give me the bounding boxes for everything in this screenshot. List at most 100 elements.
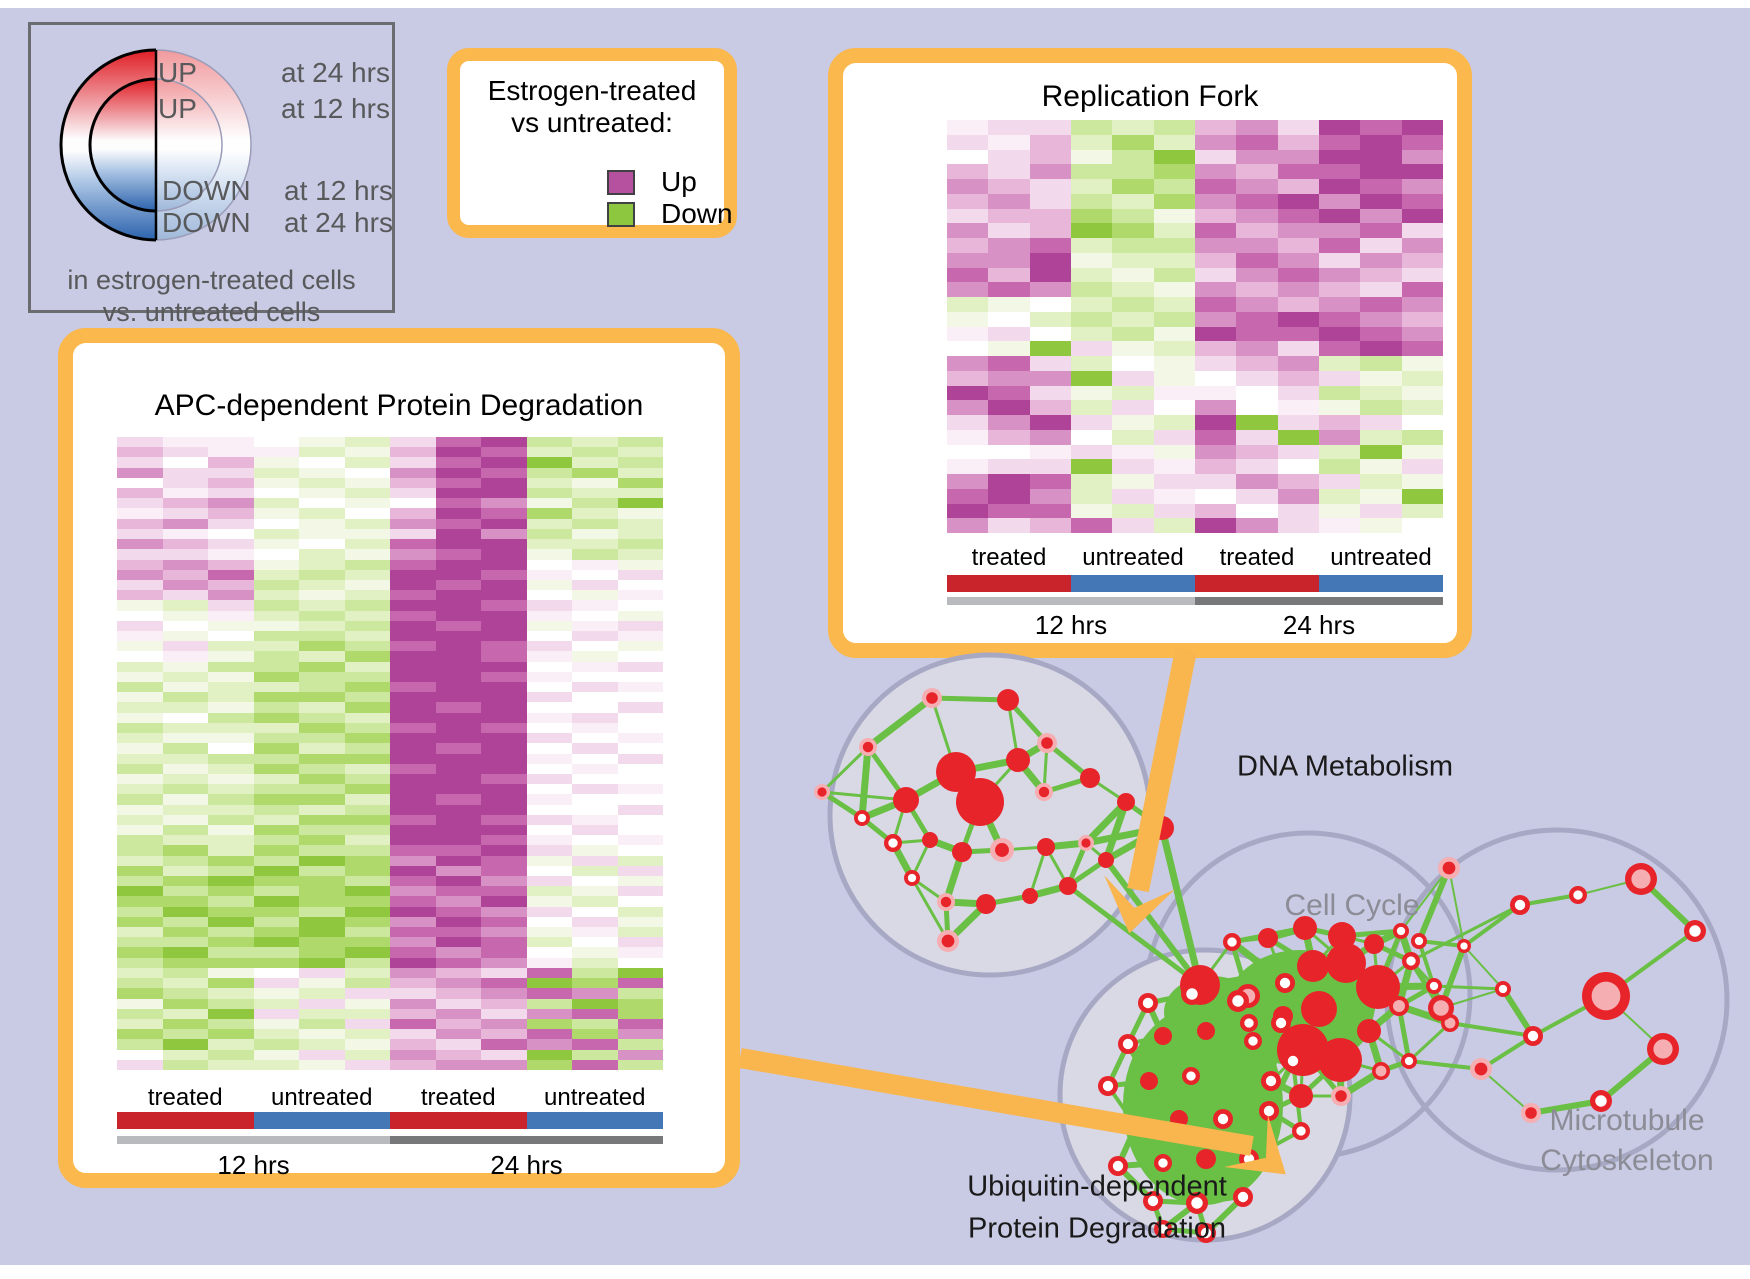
heatmap-cell	[617, 722, 663, 734]
heatmap-cell	[481, 549, 527, 560]
heatmap-cell	[988, 149, 1030, 165]
heatmap-cell	[526, 549, 572, 560]
heatmap-cell	[435, 947, 481, 958]
heatmap-cell	[299, 845, 345, 856]
heatmap-cell	[299, 437, 345, 448]
heatmap-cell	[617, 998, 663, 1009]
heatmap-cell	[208, 733, 254, 744]
heatmap-cell	[481, 773, 527, 785]
heatmap-cell	[435, 651, 481, 662]
heatmap-cell	[435, 886, 481, 897]
heatmap-cell	[1277, 518, 1319, 533]
heatmap-cell	[1360, 238, 1402, 253]
heatmap-cell	[572, 1008, 618, 1019]
heatmap-cell	[526, 794, 572, 805]
heatmap-cell	[1070, 356, 1113, 371]
heatmap-cell	[1401, 503, 1443, 519]
heatmap-cell	[1153, 252, 1195, 268]
heatmap-cell	[617, 1029, 663, 1040]
heatmap-cell	[1070, 518, 1113, 533]
heatmap-cell	[162, 579, 208, 591]
heatmap-cell	[1070, 164, 1113, 179]
heatmap-cell	[526, 447, 572, 458]
heatmap-cell	[526, 641, 572, 652]
heatmap-cell	[344, 947, 390, 958]
heatmap-cell	[572, 549, 618, 560]
heatmap-cell	[526, 1008, 572, 1019]
heatmap-cell	[1277, 238, 1319, 253]
heatmap-cell	[117, 457, 163, 468]
heatmap-cell	[390, 722, 436, 734]
cell-cycle-label: Cell Cycle	[1284, 889, 1420, 922]
heatmap-cell	[572, 457, 618, 468]
heatmap-cell	[435, 794, 481, 805]
heatmap-cell	[435, 488, 481, 499]
heatmap-cell	[299, 773, 345, 785]
heatmap-cell	[117, 661, 163, 672]
heatmap-cell	[390, 457, 436, 468]
heatmap-cell	[572, 876, 618, 887]
heatmap-cell	[1029, 267, 1071, 283]
heatmap-cell	[1153, 282, 1195, 297]
heatmap-cell	[572, 579, 618, 591]
heatmap-cell	[299, 651, 345, 662]
heatmap-cell	[1277, 474, 1319, 489]
heatmap-cell	[435, 641, 481, 652]
heatmap-cell	[1070, 341, 1113, 356]
heatmap-cell	[988, 356, 1030, 371]
heatmap-cell	[208, 1029, 254, 1040]
heatmap-cell	[1194, 311, 1237, 327]
heatmap-cell	[344, 682, 390, 693]
heatmap-cell	[617, 457, 663, 468]
heatmap-cell	[390, 1029, 436, 1040]
apc-time-bar	[117, 1136, 663, 1144]
heatmap-cell	[344, 814, 390, 825]
heatmap-cell	[1153, 474, 1195, 489]
heatmap-cell	[208, 620, 254, 631]
heatmap-cell	[1277, 385, 1319, 401]
heatmap-cell	[208, 437, 254, 448]
heatmap-cell	[1029, 282, 1071, 297]
heatmap-cell	[208, 661, 254, 672]
heatmap-cell	[208, 1049, 254, 1060]
heatmap-cell	[1401, 267, 1443, 283]
heatmap-cell	[208, 508, 254, 519]
heatmap-cell	[617, 967, 663, 979]
heatmap-cell	[117, 957, 163, 968]
heatmap-cell	[1029, 208, 1071, 224]
heatmap-cell	[253, 998, 299, 1009]
heatmap-cell	[390, 794, 436, 805]
heatmap-cell	[253, 855, 299, 866]
heatmap-cell	[253, 1049, 299, 1060]
heatmap-cell	[435, 998, 481, 1009]
heatmap-cell	[481, 927, 527, 938]
heatmap-cell	[344, 457, 390, 468]
apc-time-bar-12	[117, 1136, 390, 1144]
heatmap-cell	[344, 978, 390, 989]
heatmap-cell	[299, 712, 345, 723]
heatmap-cell	[1236, 356, 1278, 371]
heatmap-cell	[572, 845, 618, 856]
heatmap-cell	[435, 967, 481, 979]
heatmap-cell	[253, 437, 299, 448]
heatmap-cell	[1029, 120, 1071, 135]
heatmap-cell	[162, 865, 208, 877]
heatmap-cell	[1318, 370, 1361, 386]
heatmap-cell	[253, 712, 299, 723]
heatmap-cell	[572, 702, 618, 713]
heatmap-cell	[208, 682, 254, 693]
heatmap-cell	[253, 528, 299, 540]
heatmap-cell	[1277, 429, 1319, 445]
heatmap-cell	[1277, 459, 1319, 474]
heatmap-cell	[572, 692, 618, 703]
heatmap-cell	[117, 447, 163, 458]
heatmap-cell	[1236, 400, 1278, 415]
heatmap-cell	[1318, 223, 1361, 238]
heatmap-cell	[481, 671, 527, 683]
heatmap-cell	[162, 896, 208, 907]
heatmap-cell	[435, 1018, 481, 1030]
rf-time-label-24: 24 hrs	[1282, 610, 1356, 640]
heatmap-cell	[988, 503, 1030, 519]
heatmap-cell	[253, 876, 299, 887]
heatmap-cell	[299, 702, 345, 713]
